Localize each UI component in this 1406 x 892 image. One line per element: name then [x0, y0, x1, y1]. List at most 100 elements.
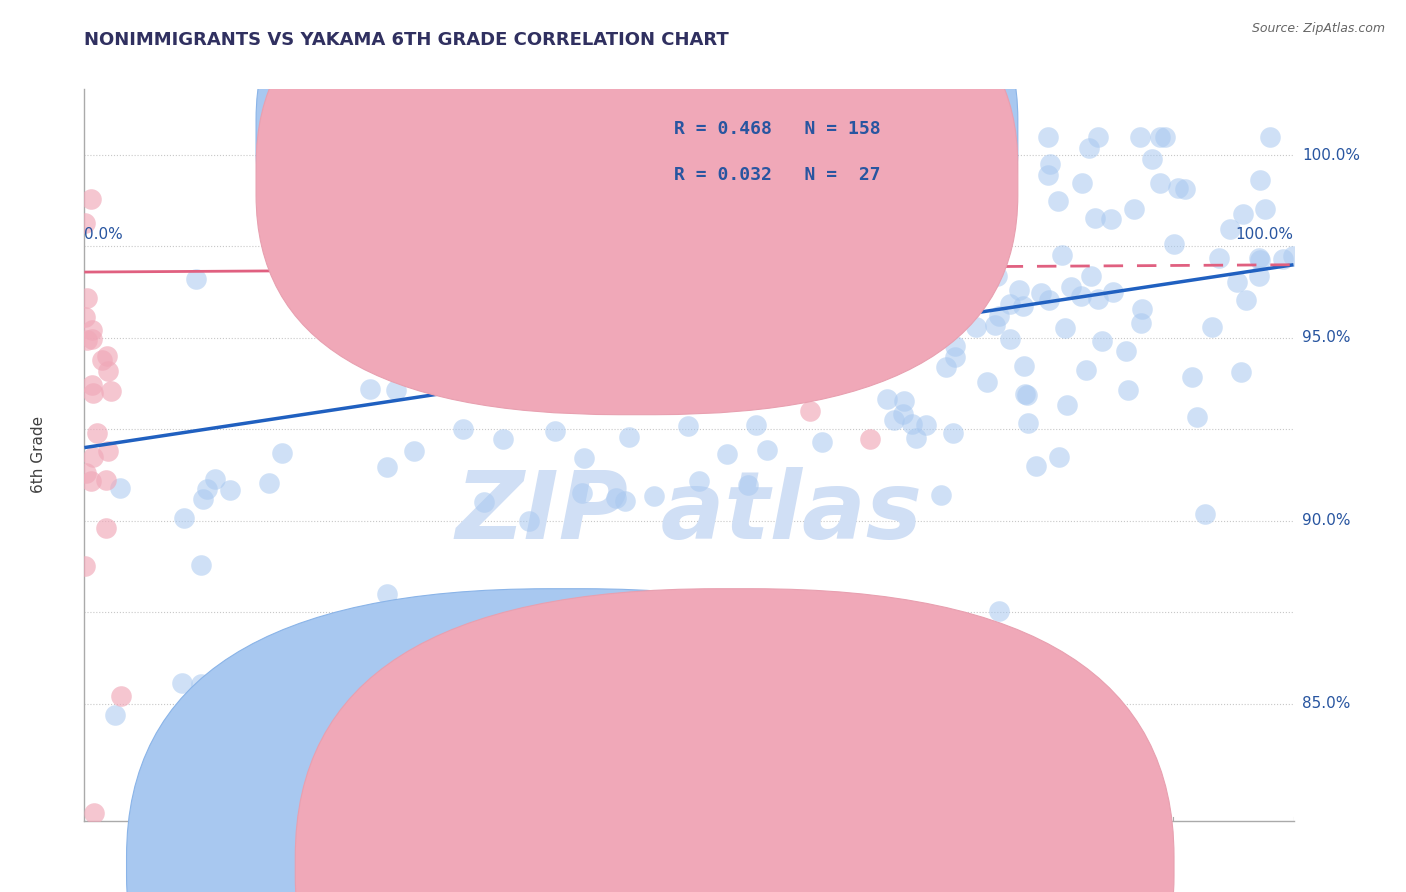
Point	[1194, 507, 1216, 521]
Point	[716, 447, 738, 461]
Point	[544, 424, 567, 438]
Point	[952, 196, 974, 211]
Point	[1099, 211, 1122, 226]
Point	[1129, 316, 1152, 330]
Point	[82, 332, 104, 346]
Point	[375, 459, 398, 474]
Point	[945, 286, 967, 301]
Point	[972, 159, 994, 173]
Point	[1149, 129, 1171, 144]
Point	[1087, 292, 1109, 306]
Text: ZIP atlas: ZIP atlas	[456, 467, 922, 559]
Point	[679, 224, 702, 238]
Point	[678, 419, 700, 434]
Point	[890, 347, 912, 361]
Point	[837, 235, 859, 249]
Point	[1047, 194, 1070, 209]
Point	[547, 326, 569, 340]
Point	[86, 425, 108, 440]
Point	[571, 486, 593, 500]
Point	[104, 707, 127, 722]
Point	[1084, 211, 1107, 226]
Point	[94, 473, 117, 487]
Point	[97, 364, 120, 378]
Point	[1115, 343, 1137, 358]
Text: Source: ZipAtlas.com: Source: ZipAtlas.com	[1251, 22, 1385, 36]
Point	[986, 268, 1008, 283]
Point	[737, 477, 759, 491]
Point	[80, 322, 103, 336]
Point	[643, 489, 665, 503]
Point	[859, 232, 882, 246]
Point	[1047, 450, 1070, 464]
Point	[375, 586, 398, 600]
Point	[170, 676, 193, 690]
Point	[1039, 157, 1062, 171]
Text: R = 0.468   N = 158: R = 0.468 N = 158	[675, 120, 882, 138]
Point	[186, 272, 208, 286]
Point	[554, 362, 576, 376]
Point	[578, 304, 600, 318]
Point	[75, 466, 97, 480]
Point	[97, 444, 120, 458]
Point	[1163, 237, 1185, 252]
Point	[90, 352, 112, 367]
Point	[1017, 387, 1039, 401]
Point	[517, 514, 540, 528]
Point	[1230, 365, 1253, 379]
Point	[814, 213, 837, 227]
Point	[195, 483, 218, 497]
Point	[869, 256, 891, 270]
Point	[472, 495, 495, 509]
Point	[948, 235, 970, 250]
Point	[617, 430, 640, 444]
Point	[76, 333, 98, 347]
Point	[1116, 383, 1139, 397]
Point	[872, 253, 894, 268]
Point	[1247, 252, 1270, 266]
Point	[191, 491, 214, 506]
Point	[855, 234, 877, 248]
Text: R = 0.032   N =  27: R = 0.032 N = 27	[675, 166, 882, 184]
Point	[883, 413, 905, 427]
Point	[915, 418, 938, 433]
Point	[404, 443, 426, 458]
Point	[755, 442, 778, 457]
Point	[1025, 458, 1047, 473]
Point	[904, 431, 927, 445]
Point	[1031, 663, 1053, 677]
Point	[453, 422, 475, 436]
Point	[257, 475, 280, 490]
FancyBboxPatch shape	[599, 103, 997, 210]
Point	[1050, 247, 1073, 261]
Point	[1012, 299, 1035, 313]
Point	[1185, 409, 1208, 424]
Point	[1077, 141, 1099, 155]
Point	[1056, 398, 1078, 412]
Point	[1070, 289, 1092, 303]
Point	[572, 451, 595, 466]
Point	[564, 352, 586, 367]
Point	[108, 481, 131, 495]
Point	[893, 407, 915, 421]
Text: Nonimmigrants: Nonimmigrants	[588, 859, 706, 873]
Point	[1017, 416, 1039, 430]
Point	[893, 394, 915, 409]
Point	[665, 373, 688, 387]
Point	[82, 450, 104, 464]
Point	[1070, 176, 1092, 190]
Point	[1029, 286, 1052, 301]
Point	[837, 365, 859, 379]
Point	[190, 677, 212, 691]
Point	[1130, 301, 1153, 316]
Point	[148, 757, 170, 772]
Point	[987, 310, 1010, 324]
FancyBboxPatch shape	[256, 0, 1018, 415]
Point	[110, 689, 132, 703]
Text: Yakama: Yakama	[756, 859, 815, 873]
Point	[1140, 152, 1163, 166]
Point	[688, 474, 710, 488]
Point	[929, 488, 952, 502]
Point	[876, 392, 898, 406]
Point	[1087, 129, 1109, 144]
